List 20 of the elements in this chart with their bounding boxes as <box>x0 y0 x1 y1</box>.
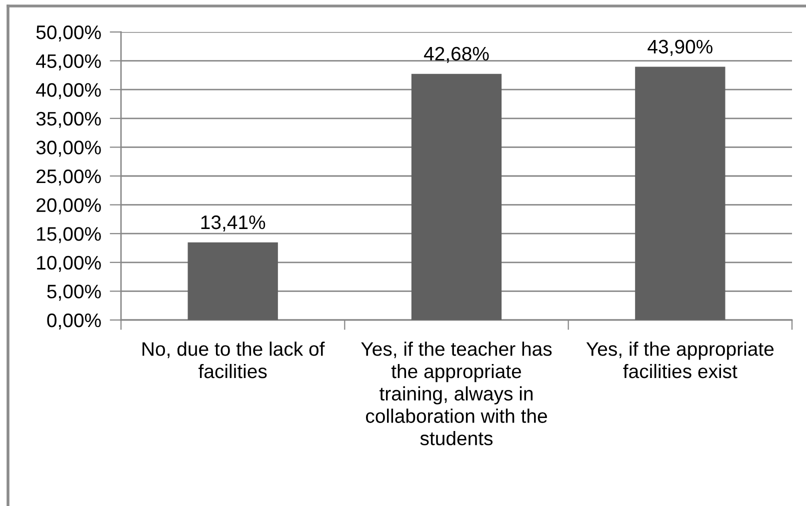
y-tick-label: 20,00% <box>36 198 101 214</box>
y-tick-label: 45,00% <box>36 54 101 70</box>
y-tick-label: 0,00% <box>47 313 101 330</box>
x-tick-label: Yes, if the appropriate facilities exist <box>586 342 774 378</box>
y-tick-label: 40,00% <box>36 83 101 100</box>
y-tick-label: 50,00% <box>36 25 101 42</box>
y-tick-label: 25,00% <box>36 169 101 186</box>
x-tick-label: No, due to the lack of facilities <box>142 342 325 378</box>
x-tick-label: Yes, if the teacher has the appropriate training, always in collaboration with the students <box>361 342 552 446</box>
y-tick-label: 10,00% <box>37 256 101 272</box>
data-label: 42,68% <box>424 46 489 63</box>
y-tick-label: 15,00% <box>37 227 101 244</box>
y-tick-label: 35,00% <box>36 112 101 128</box>
bar <box>188 242 278 320</box>
y-tick-label: 5,00% <box>47 284 101 301</box>
data-label: 43,90% <box>648 40 712 56</box>
data-label: 13,41% <box>201 215 266 232</box>
bar <box>411 74 502 320</box>
bar <box>635 66 726 320</box>
y-tick-label: 30,00% <box>36 140 101 157</box>
